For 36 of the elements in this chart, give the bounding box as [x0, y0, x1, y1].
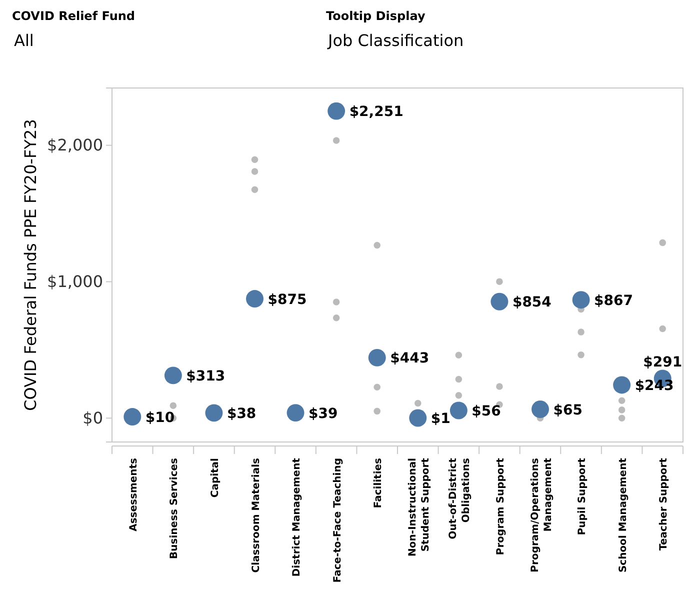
x-tick-label: Face-to-Face Teaching: [332, 458, 344, 583]
data-label: $1: [430, 410, 450, 427]
y-tick-label: $2,000: [47, 135, 103, 154]
x-tick-label: Assessments: [128, 458, 140, 532]
data-label: $854: [512, 294, 552, 311]
data-label: $10: [145, 410, 175, 426]
x-tick-label: Classroom Materials: [250, 458, 262, 573]
data-label: $38: [226, 406, 256, 422]
x-tick-label: District Management: [292, 458, 303, 577]
x-tick-label: Non-Instructional Student Support: [407, 458, 432, 556]
x-tick-label: Business Services: [169, 458, 180, 559]
data-label: $291: [643, 354, 682, 370]
y-tick-label: $0: [82, 408, 103, 428]
x-tick-label: Teacher Support: [658, 458, 670, 550]
text: Tooltip Display: [326, 9, 426, 23]
text: COVID Relief Fund: [12, 9, 135, 23]
text: All: [14, 31, 34, 50]
y-tick-label: $1,000: [47, 272, 103, 291]
x-tick-label: Program Support: [495, 458, 506, 556]
x-tick-label: Pupil Support: [577, 458, 588, 536]
data-label: $56: [472, 403, 501, 420]
x-tick-label: Program/Operations Management: [530, 458, 554, 572]
x-tick-label: Out-of-District Obligations: [448, 458, 472, 540]
x-tick-label: Capital: [210, 458, 221, 498]
data-label: $313: [186, 368, 226, 384]
data-label: $39: [308, 406, 338, 422]
x-tick-label: School Management: [618, 458, 629, 573]
data-label: $443: [390, 350, 430, 367]
data-label: $243: [634, 378, 674, 394]
data-label: $867: [594, 292, 634, 309]
data-label: $875: [268, 292, 307, 308]
text: Job Classification: [327, 31, 464, 50]
y-axis-title: COVID Federal Funds PPE FY20-FY23: [21, 119, 40, 411]
x-tick-label: Facilities: [373, 458, 384, 508]
data-label: $65: [553, 402, 582, 418]
data-label: $2,251: [349, 104, 404, 120]
